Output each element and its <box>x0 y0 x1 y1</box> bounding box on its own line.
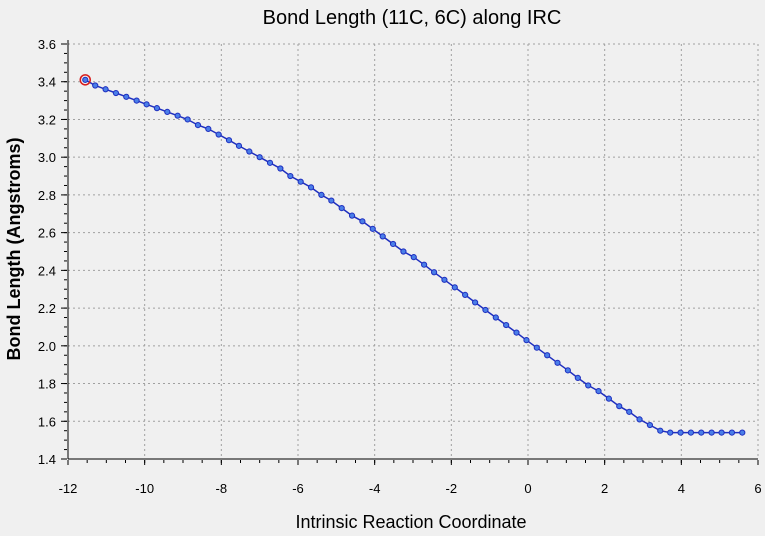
data-point <box>82 76 89 83</box>
data-point <box>513 329 520 336</box>
y-tick-label: 2.2 <box>38 301 56 316</box>
x-tick-label: -6 <box>292 481 304 496</box>
data-point <box>503 321 510 329</box>
x-tick-label: 4 <box>678 481 685 496</box>
data-point <box>698 429 705 436</box>
data-point <box>462 291 469 298</box>
data-point <box>441 276 448 283</box>
data-point <box>636 416 643 423</box>
data-point <box>164 108 171 116</box>
data-point <box>184 116 191 123</box>
data-point <box>626 408 633 415</box>
x-tick-label: 0 <box>524 481 531 496</box>
data-point <box>616 403 623 410</box>
data-point <box>430 269 438 276</box>
highlighted-point-marker <box>79 74 91 86</box>
data-point <box>369 225 376 232</box>
data-point <box>92 82 99 89</box>
data-point <box>410 254 417 261</box>
data-point <box>533 344 540 351</box>
y-tick-label: 1.8 <box>38 377 56 392</box>
data-point <box>482 306 489 314</box>
data-point <box>472 299 479 306</box>
x-tick-label: -4 <box>369 481 381 496</box>
data-point <box>492 314 499 321</box>
x-tick-label: -12 <box>59 481 78 496</box>
y-tick-labels: 1.4 1.6 1.8 2.0 2.2 2.4 2.6 2.8 3.0 3.2 3.4 3.6 <box>38 37 56 467</box>
data-point <box>451 284 458 291</box>
x-tick-label: 2 <box>601 481 608 496</box>
data-point <box>421 261 428 268</box>
data-point <box>595 387 602 395</box>
y-tick-label: 1.4 <box>38 452 56 467</box>
data-point <box>389 240 397 248</box>
data-point <box>205 125 212 132</box>
x-tick-label: 6 <box>754 481 761 496</box>
data-point <box>657 427 664 434</box>
y-tick-label: 3.4 <box>38 75 56 90</box>
data-point <box>246 148 253 155</box>
y-tick-label: 3.2 <box>38 112 56 127</box>
data-point <box>348 212 356 219</box>
y-tick-label: 3.6 <box>38 37 56 52</box>
data-point <box>194 122 202 129</box>
data-series <box>79 74 746 436</box>
data-point <box>215 131 222 138</box>
axes <box>61 40 759 465</box>
chart-title: Bond Length (11C, 6C) along IRC <box>263 7 562 29</box>
data-point <box>266 159 274 166</box>
data-point <box>554 359 561 366</box>
data-point <box>133 97 140 104</box>
data-point <box>277 165 284 172</box>
data-point <box>585 382 592 389</box>
y-axis-title: Bond Length (Angstroms) <box>4 138 24 361</box>
data-point <box>708 429 715 436</box>
data-point <box>523 337 530 344</box>
data-point <box>605 395 612 402</box>
data-point <box>739 429 746 436</box>
data-point <box>235 142 243 149</box>
x-axis-title: Intrinsic Reaction Coordinate <box>295 512 526 532</box>
y-tick-label: 2.8 <box>38 188 56 203</box>
data-point <box>112 89 120 97</box>
data-point <box>123 93 130 100</box>
data-point <box>574 374 581 381</box>
data-point <box>174 112 181 119</box>
x-tick-label: -2 <box>446 481 458 496</box>
data-point <box>687 429 695 436</box>
data-point <box>646 421 654 429</box>
data-point <box>359 218 366 225</box>
data-point <box>564 367 571 374</box>
y-tick-label: 2.4 <box>38 263 56 278</box>
data-point <box>718 429 725 436</box>
data-point <box>728 429 736 436</box>
y-tick-label: 3.0 <box>38 150 56 165</box>
x-tick-label: -8 <box>216 481 228 496</box>
data-point <box>225 137 233 144</box>
data-point <box>338 205 345 212</box>
data-point <box>153 105 161 112</box>
data-point <box>544 352 551 359</box>
data-point <box>143 101 150 108</box>
data-point <box>256 154 263 161</box>
y-tick-label: 2.6 <box>38 226 56 241</box>
x-tick-labels: -12 -10 -8 -6 -4 -2 0 2 4 6 <box>59 481 762 496</box>
data-point <box>667 429 674 436</box>
data-point <box>379 233 386 240</box>
data-point <box>677 429 684 436</box>
data-point <box>318 191 325 199</box>
y-tick-label: 1.6 <box>38 414 56 429</box>
data-point <box>400 248 407 255</box>
y-tick-label: 2.0 <box>38 339 56 354</box>
x-tick-label: -10 <box>135 481 154 496</box>
data-point <box>297 178 304 185</box>
data-point <box>328 197 335 204</box>
data-point <box>287 172 294 180</box>
data-point <box>102 86 109 93</box>
data-point <box>307 184 315 191</box>
